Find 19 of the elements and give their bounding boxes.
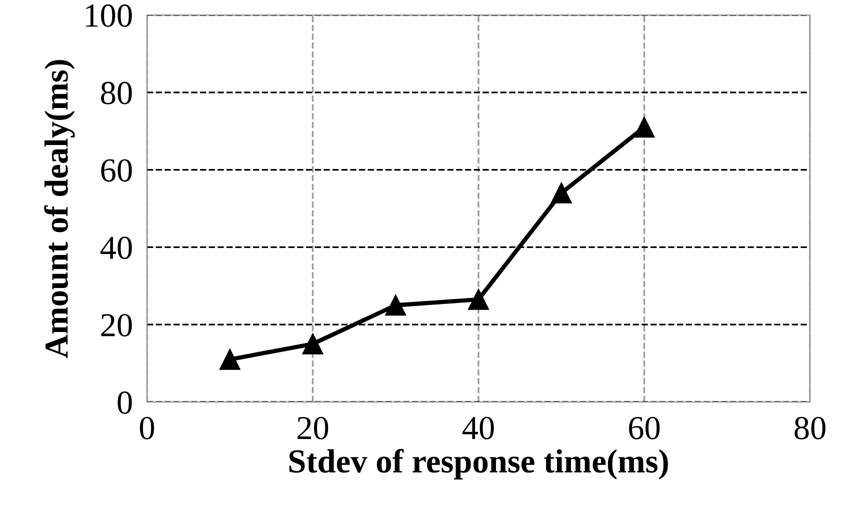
y-axis-title: Amount of dealy(ms)	[44, 60, 75, 358]
point	[634, 116, 655, 138]
x-tick-label: 40	[462, 416, 494, 440]
x-tick-label: 80	[794, 416, 826, 440]
point	[468, 289, 489, 310]
x-tick-label: 20	[298, 416, 328, 440]
y-tick-label: 60	[101, 159, 132, 182]
y-tick-label: 0	[118, 391, 132, 414]
point	[219, 349, 240, 370]
point	[385, 294, 406, 316]
y-tick-label: 20	[101, 314, 132, 336]
y-tick-label: 80	[101, 82, 132, 104]
y-tick-label: 40	[100, 236, 132, 260]
point	[302, 334, 324, 354]
x-tick-label: 0	[140, 416, 154, 440]
y-tick-label: 100	[86, 4, 132, 27]
x-tick-label: 60	[629, 416, 660, 440]
x-axis-title: Stdev of response time(ms)	[289, 448, 668, 480]
point	[550, 182, 572, 204]
